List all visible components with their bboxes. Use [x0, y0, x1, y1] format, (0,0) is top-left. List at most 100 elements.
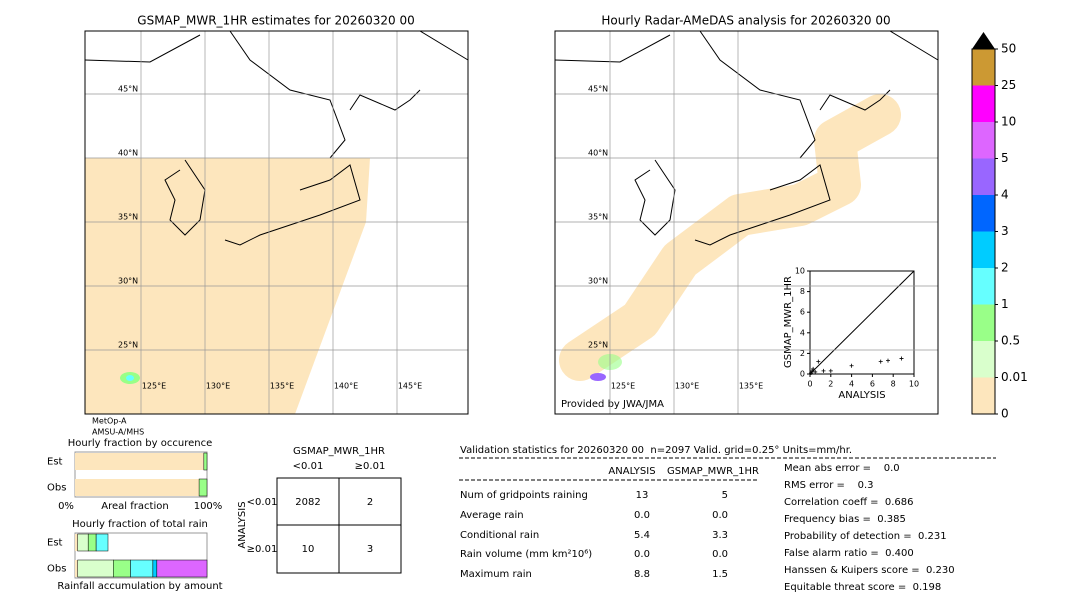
stats-value: 8.8 — [634, 569, 650, 580]
colorbar-label: 0.5 — [1001, 334, 1020, 348]
scatter-point — [809, 370, 814, 375]
axis-label: 0% — [58, 501, 74, 512]
panel-title: Hourly fraction of total rain — [72, 519, 208, 530]
colorbar-bin — [972, 85, 995, 122]
lat-label: 30°N — [588, 277, 608, 286]
scatter-point — [886, 358, 890, 363]
bar-frame — [74, 532, 208, 579]
scatter-point — [878, 359, 883, 364]
stats-label: Rain volume (mm km²10⁶) — [460, 549, 592, 560]
panel-title: Hourly fraction by occurence — [68, 438, 212, 449]
lat-label: 25°N — [588, 341, 608, 350]
fraction-segment — [198, 478, 208, 497]
stats-label: Num of gridpoints raining — [460, 490, 588, 501]
fraction-segment — [95, 533, 109, 552]
colorbar-label: 25 — [1001, 78, 1016, 92]
map-title: Hourly Radar-AMeDAS analysis for 2026032… — [601, 14, 890, 28]
x-axis-label: ANALYSIS — [838, 390, 885, 401]
lon-label: 135°E — [739, 382, 763, 391]
row-label: Est — [47, 538, 63, 549]
column-header: ANALYSIS — [608, 466, 655, 477]
axis-label: Areal fraction — [101, 501, 168, 512]
x-tick-label: 2 — [828, 380, 833, 389]
row-label: Est — [47, 457, 63, 468]
column-header: <0.01 — [293, 461, 324, 472]
stats-value: 1.5 — [712, 569, 728, 580]
table-cell: 3 — [367, 544, 373, 555]
credit: Provided by JWA/JMA — [561, 399, 664, 410]
colorbar-label: 4 — [1001, 188, 1009, 202]
map-grid: 45°N 40°N 35°N 30°N 25°N 125°E 130°E 135°E 140°E… — [85, 31, 468, 414]
lon-label: 135°E — [270, 382, 294, 391]
x-tick-label: 4 — [849, 380, 854, 389]
table-cell: 2082 — [295, 497, 320, 508]
y-tick-label: 10 — [795, 267, 805, 276]
fraction-segment — [87, 533, 97, 552]
rain-area — [126, 375, 134, 381]
stats-value: 0.0 — [634, 510, 650, 521]
lon-label: 125°E — [611, 382, 635, 391]
scatter-point — [899, 356, 904, 361]
colorbar-bin — [972, 231, 995, 268]
scatter-point — [811, 366, 816, 371]
lon-label: 130°E — [675, 382, 699, 391]
score-line: Correlation coeff = 0.686 — [784, 497, 914, 508]
lon-label: 130°E — [206, 382, 230, 391]
row-label: Obs — [47, 564, 66, 575]
fraction-segment — [152, 559, 158, 578]
lat-label: 30°N — [118, 277, 138, 286]
colorbar-bin — [972, 377, 995, 414]
scatter-point — [816, 359, 821, 364]
satellite-label: AMSU-A/MHS — [92, 428, 144, 437]
map-frame — [84, 30, 469, 415]
colorbar-bin — [972, 49, 995, 86]
scatter-point — [813, 369, 818, 374]
lat-label: 40°N — [588, 149, 608, 158]
y-tick-label: 6 — [800, 308, 805, 317]
column-header: ≥0.01 — [355, 461, 386, 472]
colorbar-label: 0.01 — [1001, 370, 1028, 384]
lon-label: 140°E — [334, 382, 358, 391]
stats-label: Maximum rain — [460, 569, 532, 580]
score-line: Frequency bias = 0.385 — [784, 514, 906, 525]
coastline — [84, 30, 469, 246]
table-cell: 10 — [302, 544, 315, 555]
stats-value: 0.0 — [712, 510, 728, 521]
colorbar-bin — [972, 268, 995, 305]
colorbar-extend — [972, 32, 995, 49]
satellite-label: MetOp-A — [92, 417, 127, 426]
rain-area — [559, 94, 901, 381]
fraction-segment — [77, 533, 89, 552]
lat-label: 40°N — [118, 149, 138, 158]
column-header: GSMAP_MWR_1HR — [667, 466, 759, 477]
score-line: Probability of detection = 0.231 — [784, 531, 947, 542]
x-tick-label: 6 — [870, 380, 875, 389]
stats-value: 13 — [636, 490, 649, 501]
stats-label: Average rain — [460, 510, 524, 521]
diagonal — [809, 270, 915, 375]
fraction-segment — [75, 560, 78, 577]
colorbar-label: 3 — [1001, 224, 1009, 238]
score-line: RMS error = 0.3 — [784, 480, 874, 491]
map-frame — [554, 30, 939, 415]
colorbar-bin — [972, 341, 995, 378]
fraction-segment — [113, 559, 131, 578]
colorbar-label: 1 — [1001, 297, 1009, 311]
colorbar-label: 0 — [1001, 407, 1009, 421]
colorbar-label: 2 — [1001, 261, 1009, 275]
stats-value: 5 — [722, 490, 728, 501]
x-tick-label: 0 — [807, 380, 812, 389]
scatter-point — [849, 363, 854, 368]
x-tick-label: 8 — [891, 380, 896, 389]
scatter-point — [821, 368, 826, 373]
fraction-segment — [75, 479, 200, 496]
map-grid: 45°N 40°N 35°N 30°N 25°N 125°E 130°E 135°E — [555, 31, 938, 414]
rain-area — [590, 373, 606, 381]
y-tick-label: 2 — [800, 349, 805, 358]
map-title: GSMAP_MWR_1HR estimates for 20260320 00 — [137, 14, 414, 28]
stats-value: 0.0 — [634, 549, 650, 560]
fraction-segment — [77, 559, 114, 578]
fraction-segment — [203, 452, 208, 471]
fraction-segment — [75, 453, 204, 470]
